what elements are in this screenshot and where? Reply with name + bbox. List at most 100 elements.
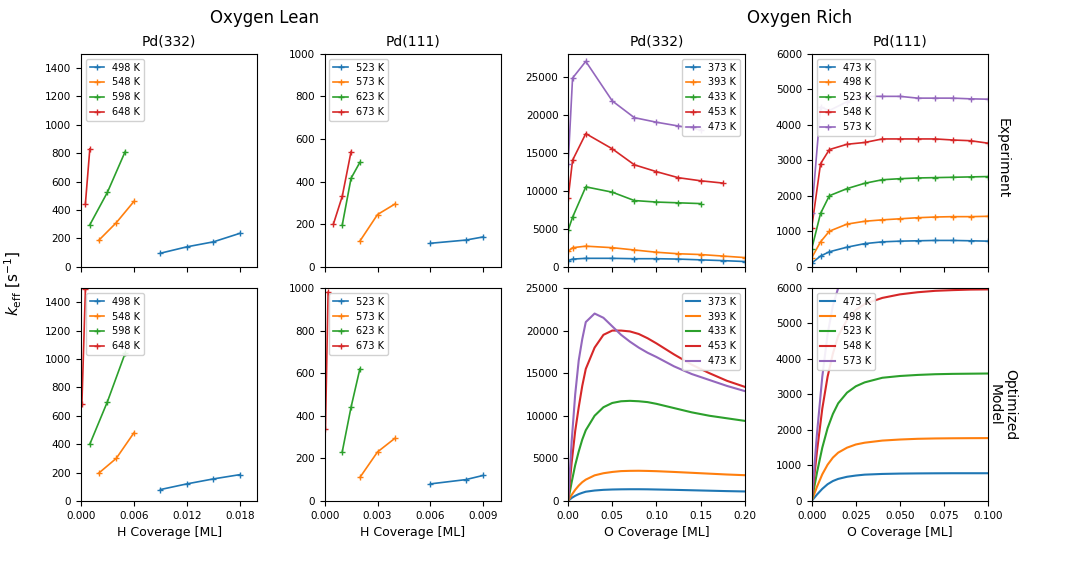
Line: 433 K: 433 K: [568, 401, 744, 501]
393 K: [672, 250, 685, 257]
623 K: [336, 222, 349, 229]
573 K: [982, 279, 995, 286]
473 K: [579, 319, 592, 325]
548 K: [876, 135, 889, 142]
548 K: [929, 135, 942, 142]
498 K: [806, 255, 819, 261]
573 K: [840, 98, 853, 105]
Title: Pd(332): Pd(332): [143, 35, 197, 49]
548 K: [806, 498, 819, 504]
473 K: [667, 363, 680, 370]
573 K: [946, 278, 959, 285]
548 K: [849, 307, 862, 314]
Line: 673 K: 673 K: [322, 289, 332, 432]
648 K: [76, 401, 89, 408]
373 K: [703, 487, 716, 494]
Line: 598 K: 598 K: [86, 350, 129, 448]
453 K: [627, 161, 640, 168]
573 K: [353, 474, 366, 481]
433 K: [642, 398, 654, 405]
473 K: [579, 58, 592, 65]
498 K: [859, 439, 872, 446]
498 K: [964, 435, 977, 441]
Line: 433 K: 433 K: [565, 183, 704, 234]
373 K: [576, 490, 589, 496]
498 K: [946, 435, 959, 441]
393 K: [642, 468, 654, 474]
Line: 473 K: 473 K: [568, 314, 744, 501]
473 K: [606, 97, 619, 104]
373 K: [650, 255, 663, 262]
498 K: [876, 216, 889, 223]
453 K: [576, 383, 589, 389]
Line: 548 K: 548 K: [808, 135, 991, 231]
453 K: [716, 179, 729, 186]
523 K: [946, 371, 959, 378]
523 K: [826, 410, 839, 417]
498 K: [814, 238, 827, 245]
573 K: [964, 279, 977, 286]
473 K: [597, 314, 610, 321]
453 K: [650, 340, 663, 347]
473 K: [810, 491, 823, 498]
Legend: 498 K, 548 K, 598 K, 648 K: 498 K, 548 K, 598 K, 648 K: [86, 59, 144, 121]
Line: 473 K: 473 K: [808, 237, 991, 267]
373 K: [562, 257, 575, 264]
498 K: [849, 441, 862, 448]
548 K: [982, 286, 995, 293]
473 K: [821, 481, 834, 488]
648 K: [79, 200, 92, 207]
523 K: [964, 174, 977, 181]
573 K: [389, 200, 402, 207]
548 K: [832, 332, 845, 339]
Line: 523 K: 523 K: [427, 472, 487, 487]
393 K: [615, 468, 627, 474]
373 K: [632, 486, 645, 492]
523 K: [424, 481, 437, 487]
453 K: [615, 327, 627, 334]
Line: 623 K: 623 K: [339, 159, 363, 229]
393 K: [738, 254, 751, 261]
Line: 498 K: 498 K: [157, 471, 243, 493]
433 K: [615, 398, 627, 405]
523 K: [876, 177, 889, 183]
573 K: [849, 267, 862, 273]
453 K: [694, 177, 707, 184]
393 K: [562, 248, 575, 255]
473 K: [806, 498, 819, 504]
433 K: [650, 400, 663, 407]
598 K: [83, 441, 96, 448]
Legend: 498 K, 548 K, 598 K, 648 K: 498 K, 548 K, 598 K, 648 K: [86, 293, 144, 355]
573 K: [806, 498, 819, 504]
548 K: [964, 138, 977, 144]
548 K: [826, 350, 839, 357]
523 K: [840, 185, 853, 192]
Line: 523 K: 523 K: [427, 233, 487, 247]
Line: 373 K: 373 K: [568, 489, 744, 501]
393 K: [579, 476, 592, 483]
453 K: [606, 327, 619, 334]
498 K: [876, 437, 889, 444]
433 K: [576, 436, 589, 443]
433 K: [562, 227, 575, 234]
373 K: [672, 256, 685, 263]
393 K: [572, 482, 585, 489]
453 K: [703, 370, 716, 376]
Legend: 373 K, 393 K, 433 K, 453 K, 473 K: 373 K, 393 K, 433 K, 453 K, 473 K: [681, 293, 740, 370]
523 K: [849, 383, 862, 389]
498 K: [233, 471, 246, 478]
Line: 373 K: 373 K: [565, 255, 748, 265]
433 K: [579, 183, 592, 190]
523 K: [477, 234, 490, 241]
573 K: [821, 331, 834, 337]
498 K: [893, 436, 906, 443]
573 K: [826, 302, 839, 309]
523 K: [815, 444, 828, 451]
573 K: [859, 93, 872, 100]
498 K: [893, 216, 906, 222]
573 K: [823, 107, 836, 114]
393 K: [632, 468, 645, 474]
473 K: [814, 252, 827, 259]
498 K: [810, 483, 823, 490]
373 K: [642, 486, 654, 493]
